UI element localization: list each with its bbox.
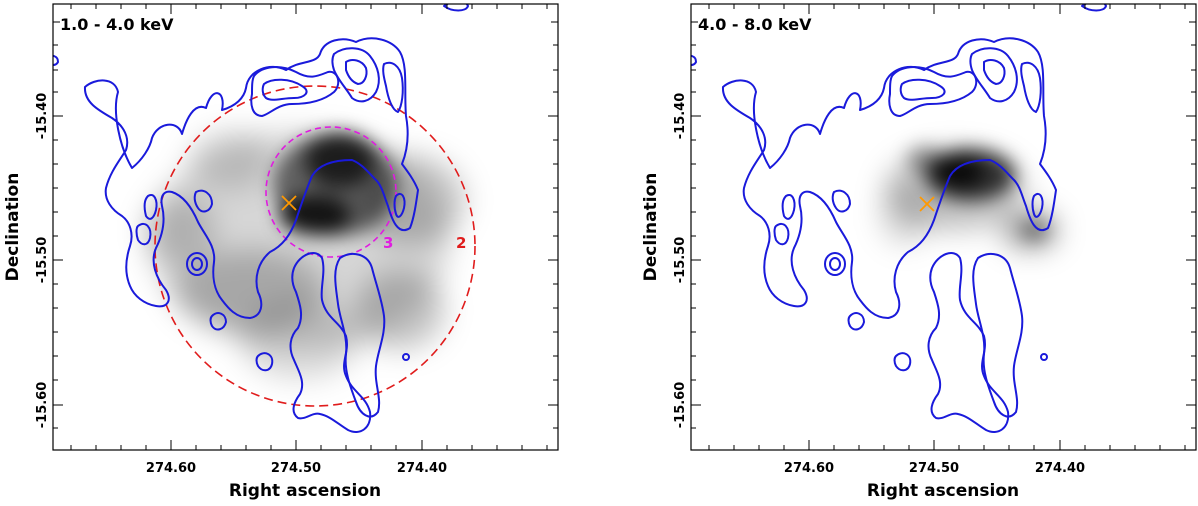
x-tick-label-left-0: 274.60 xyxy=(146,461,196,476)
region-2-circle xyxy=(154,85,476,407)
x-axis-label-right: Right ascension xyxy=(867,481,1019,501)
panel-label-right: 4.0 - 8.0 keV xyxy=(698,15,812,34)
y-tick-label-left-2: -15.60 xyxy=(35,382,50,429)
y-tick-label-right-1: -15.50 xyxy=(673,237,688,284)
panel-left: 2 3 xyxy=(3,3,559,501)
x-tick-label-left-2: 274.40 xyxy=(397,461,447,476)
y-axis-label-left: Declination xyxy=(3,173,23,282)
y-tick-label-right-2: -15.60 xyxy=(673,382,688,429)
ticks-right xyxy=(691,4,1196,450)
y-axis-label-right: Declination xyxy=(641,173,661,282)
x-tick-label-right-2: 274.40 xyxy=(1035,461,1085,476)
panel-label-left: 1.0 - 4.0 keV xyxy=(60,15,174,34)
region-3-circle xyxy=(265,126,397,258)
source-marker-right xyxy=(919,196,935,212)
region-2-label: 2 xyxy=(456,234,466,252)
y-tick-label-left-1: -15.50 xyxy=(35,237,50,284)
y-tick-label-right-0: -15.40 xyxy=(673,93,688,140)
source-marker-left xyxy=(281,195,297,211)
y-tick-label-left-0: -15.40 xyxy=(35,93,50,140)
x-tick-label-right-0: 274.60 xyxy=(784,461,834,476)
xray-image-left xyxy=(145,130,465,380)
region-3-label: 3 xyxy=(383,234,393,252)
ticks-left xyxy=(53,4,558,450)
x-tick-label-left-1: 274.50 xyxy=(271,461,321,476)
panel-right: 4.0 - 8.0 keV 274.60 274.50 274.40 -15.4… xyxy=(641,3,1197,501)
x-tick-label-right-1: 274.50 xyxy=(909,461,959,476)
x-axis-label-left: Right ascension xyxy=(229,481,381,501)
